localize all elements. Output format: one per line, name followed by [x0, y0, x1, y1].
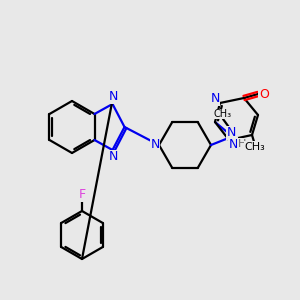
- Text: N: N: [210, 92, 220, 106]
- Text: F: F: [78, 188, 85, 202]
- Text: N: N: [228, 137, 238, 151]
- Text: O: O: [259, 88, 269, 100]
- Text: CH₃: CH₃: [214, 109, 232, 119]
- Text: CH₃: CH₃: [244, 142, 266, 152]
- Text: N: N: [150, 139, 160, 152]
- Text: N: N: [226, 127, 236, 140]
- Text: H: H: [238, 139, 246, 149]
- Text: N: N: [109, 151, 118, 164]
- Text: N: N: [109, 91, 118, 103]
